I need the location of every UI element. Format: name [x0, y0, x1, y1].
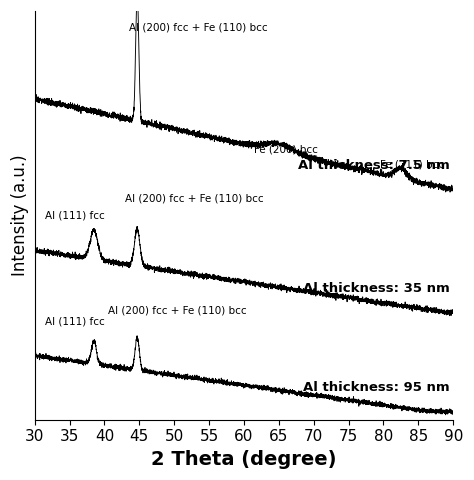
Text: Al thickness: 95 nm: Al thickness: 95 nm	[303, 381, 450, 394]
Text: Al (200) fcc + Fe (110) bcc: Al (200) fcc + Fe (110) bcc	[129, 22, 267, 32]
Y-axis label: Intensity (a.u.): Intensity (a.u.)	[11, 155, 29, 276]
X-axis label: 2 Theta (degree): 2 Theta (degree)	[151, 450, 337, 469]
Text: Al (111) fcc: Al (111) fcc	[45, 210, 105, 220]
Text: Fe (200) bcc: Fe (200) bcc	[255, 144, 318, 155]
Text: Al (200) fcc + Fe (110) bcc: Al (200) fcc + Fe (110) bcc	[125, 194, 264, 204]
Text: Al (200) fcc + Fe (110) bcc: Al (200) fcc + Fe (110) bcc	[108, 306, 246, 316]
Text: Al (111) fcc: Al (111) fcc	[45, 316, 105, 326]
Text: Al thickness: 35 nm: Al thickness: 35 nm	[303, 282, 450, 295]
Text: Fe (211) bcc: Fe (211) bcc	[380, 160, 444, 170]
Text: Al thickness: 7.5 nm: Al thickness: 7.5 nm	[298, 159, 450, 172]
